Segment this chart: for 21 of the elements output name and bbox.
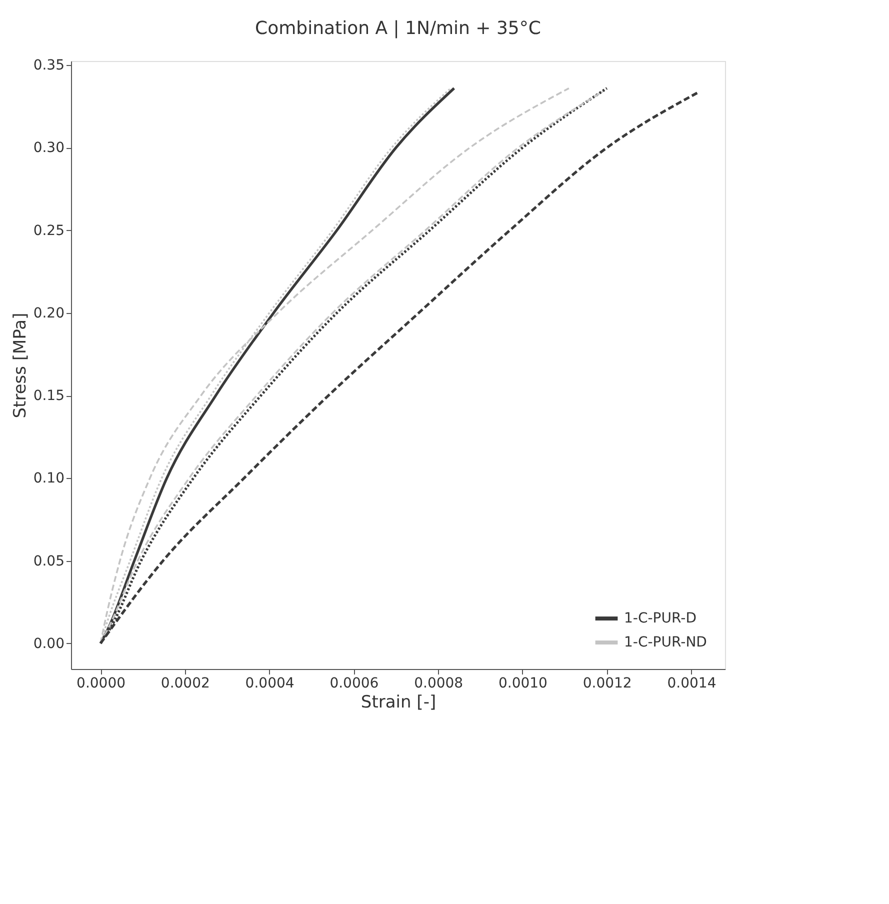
x-tick-label: 0.0014 <box>667 676 716 692</box>
y-tick-label: 0.15 <box>33 388 64 404</box>
x-tick-label: 0.0000 <box>76 676 126 692</box>
legend-label: 1-C-PUR-D <box>624 610 696 626</box>
y-tick-label: 0.35 <box>33 58 64 74</box>
x-tick-label: 0.0012 <box>582 676 632 692</box>
y-tick-label: 0.05 <box>33 553 64 570</box>
x-tick-label: 0.0004 <box>245 676 294 692</box>
chart-title: Combination A | 1N/min + 35°C <box>255 18 541 40</box>
x-tick-label: 0.0002 <box>160 676 210 692</box>
x-axis-title: Strain [-] <box>360 692 436 712</box>
x-tick-label: 0.0010 <box>498 676 548 692</box>
y-tick-label: 0.20 <box>33 305 64 322</box>
y-axis-title: Stress [MPa] <box>10 312 30 418</box>
y-tick-label: 0.30 <box>33 140 64 156</box>
legend-label: 1-C-PUR-ND <box>624 634 707 650</box>
y-tick-label: 0.25 <box>33 222 64 239</box>
x-tick-label: 0.0008 <box>414 676 464 692</box>
x-tick-label: 0.0006 <box>330 676 379 692</box>
y-tick-label: 0.10 <box>33 470 64 487</box>
y-tick-label: 0.00 <box>33 636 64 652</box>
